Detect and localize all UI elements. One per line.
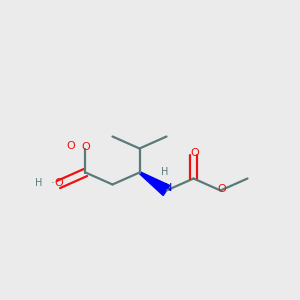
- Text: O: O: [81, 142, 90, 152]
- Text: H: H: [161, 167, 169, 177]
- Text: O: O: [66, 141, 75, 151]
- Text: H: H: [34, 178, 42, 188]
- Text: N: N: [164, 183, 172, 193]
- Text: O: O: [217, 184, 226, 194]
- Polygon shape: [139, 172, 170, 196]
- Text: O: O: [54, 178, 63, 188]
- Text: O: O: [190, 148, 199, 158]
- Text: ·: ·: [51, 178, 54, 188]
